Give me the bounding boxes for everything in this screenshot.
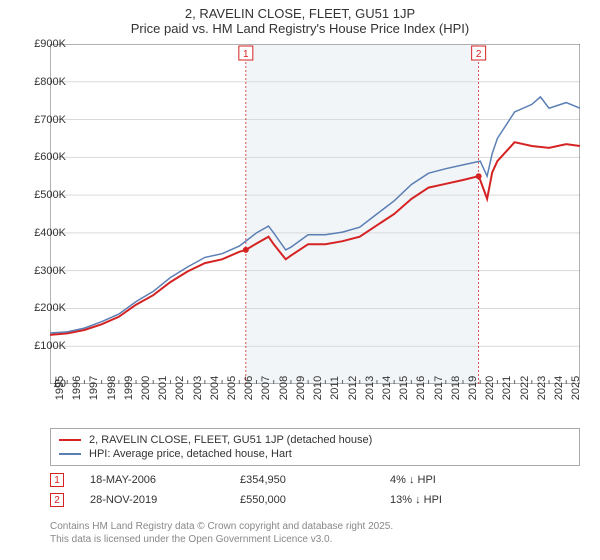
x-axis-label: 2023 <box>536 376 548 400</box>
x-axis-label: 2006 <box>243 376 255 400</box>
legend-row: 2, RAVELIN CLOSE, FLEET, GU51 1JP (detac… <box>59 433 571 447</box>
legend-row: HPI: Average price, detached house, Hart <box>59 447 571 461</box>
y-axis-label: £600K <box>34 151 66 163</box>
chart-title: 2, RAVELIN CLOSE, FLEET, GU51 1JP <box>0 6 600 21</box>
x-axis-label: 2022 <box>519 376 531 400</box>
y-axis-label: £500K <box>34 189 66 201</box>
marker-price: £354,950 <box>240 474 390 486</box>
x-axis-label: 2025 <box>570 376 582 400</box>
x-axis-label: 2008 <box>278 376 290 400</box>
footer-line: This data is licensed under the Open Gov… <box>50 533 580 546</box>
x-axis-label: 2010 <box>312 376 324 400</box>
x-axis-label: 2019 <box>467 376 479 400</box>
x-axis-label: 2020 <box>484 376 496 400</box>
x-axis-label: 2003 <box>192 376 204 400</box>
marker-price: £550,000 <box>240 494 390 506</box>
legend-label: HPI: Average price, detached house, Hart <box>89 448 292 460</box>
x-axis-label: 1995 <box>54 376 66 400</box>
x-axis-label: 2014 <box>381 376 393 400</box>
x-axis-label: 2016 <box>415 376 427 400</box>
x-axis-label: 2007 <box>260 376 272 400</box>
chart-canvas: 12 <box>50 44 580 384</box>
x-axis-label: 2000 <box>140 376 152 400</box>
y-axis-label: £200K <box>34 302 66 314</box>
marker-pct: 13% ↓ HPI <box>390 494 540 506</box>
marker-date: 18-MAY-2006 <box>90 474 240 486</box>
marker-table: 1 18-MAY-2006 £354,950 4% ↓ HPI 2 28-NOV… <box>50 470 580 510</box>
x-axis-label: 2015 <box>398 376 410 400</box>
marker-date: 28-NOV-2019 <box>90 494 240 506</box>
chart-legend: 2, RAVELIN CLOSE, FLEET, GU51 1JP (detac… <box>50 428 580 466</box>
chart-footer: Contains HM Land Registry data © Crown c… <box>50 520 580 546</box>
x-axis-label: 2017 <box>433 376 445 400</box>
x-axis-label: 2005 <box>226 376 238 400</box>
y-axis-label: £300K <box>34 265 66 277</box>
x-axis-label: 2009 <box>295 376 307 400</box>
y-axis-label: £100K <box>34 340 66 352</box>
legend-label: 2, RAVELIN CLOSE, FLEET, GU51 1JP (detac… <box>89 434 372 446</box>
y-axis-label: £800K <box>34 76 66 88</box>
marker-badge: 1 <box>50 473 64 487</box>
x-axis-label: 1998 <box>106 376 118 400</box>
x-axis-label: 2012 <box>347 376 359 400</box>
marker-row: 1 18-MAY-2006 £354,950 4% ↓ HPI <box>50 470 580 490</box>
marker-pct: 4% ↓ HPI <box>390 474 540 486</box>
x-axis-label: 2021 <box>501 376 513 400</box>
marker-row: 2 28-NOV-2019 £550,000 13% ↓ HPI <box>50 490 580 510</box>
x-axis-label: 2001 <box>157 376 169 400</box>
marker-badge: 2 <box>50 493 64 507</box>
y-axis-label: £900K <box>34 38 66 50</box>
y-axis-label: £400K <box>34 227 66 239</box>
x-axis-label: 2002 <box>174 376 186 400</box>
x-axis-label: 2013 <box>364 376 376 400</box>
x-axis-label: 1997 <box>88 376 100 400</box>
y-axis-label: £700K <box>34 114 66 126</box>
footer-line: Contains HM Land Registry data © Crown c… <box>50 520 580 533</box>
x-axis-label: 1996 <box>71 376 83 400</box>
x-axis-label: 2011 <box>329 376 341 400</box>
x-axis-label: 2018 <box>450 376 462 400</box>
x-axis-label: 2024 <box>553 376 565 400</box>
x-axis-label: 2004 <box>209 376 221 400</box>
svg-text:1: 1 <box>243 49 249 60</box>
x-axis-label: 1999 <box>123 376 135 400</box>
chart-subtitle: Price paid vs. HM Land Registry's House … <box>0 21 600 36</box>
svg-text:2: 2 <box>476 49 482 60</box>
